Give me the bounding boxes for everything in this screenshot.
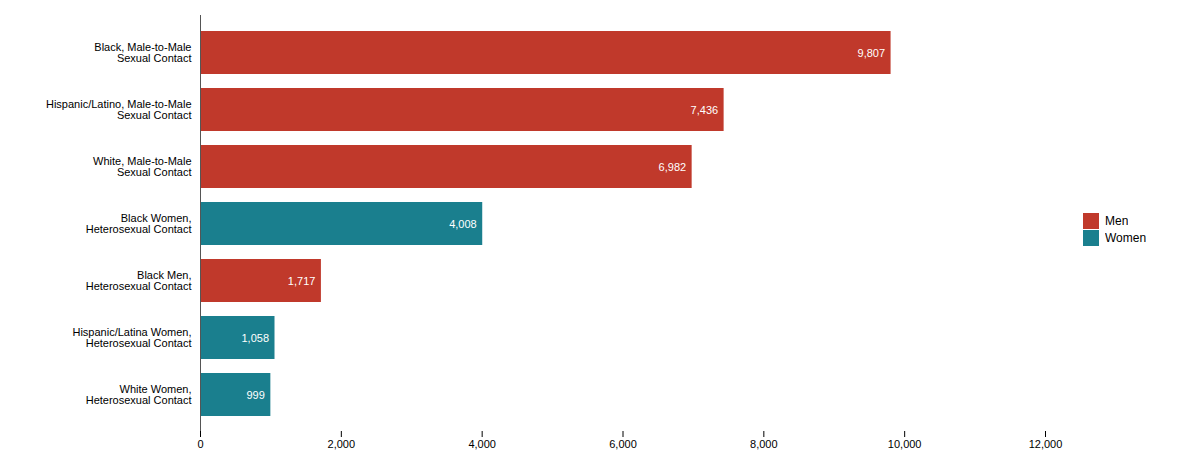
svg-text:2,000: 2,000	[328, 438, 356, 450]
svg-text:7,436: 7,436	[691, 104, 719, 116]
svg-text:Hispanic/Latino, Male-to-MaleS: Hispanic/Latino, Male-to-MaleSexual Cont…	[46, 98, 192, 121]
svg-text:1,717: 1,717	[288, 275, 316, 287]
svg-text:12,000: 12,000	[1029, 438, 1063, 450]
svg-text:Black, Male-to-MaleSexual Cont: Black, Male-to-MaleSexual Contact	[94, 41, 191, 64]
svg-text:9,807: 9,807	[858, 47, 886, 59]
svg-text:4,000: 4,000	[468, 438, 496, 450]
svg-text:Hispanic/Latina Women,Heterose: Hispanic/Latina Women,Heterosexual Conta…	[72, 326, 191, 349]
svg-text:0: 0	[197, 438, 203, 450]
svg-text:8,000: 8,000	[750, 438, 778, 450]
html-text:Men: Men	[1105, 214, 1129, 228]
html-text:Women: Women	[1105, 231, 1147, 245]
svg-text:Black Women,Heterosexual Conta: Black Women,Heterosexual Contact	[86, 212, 192, 235]
svg-text:6,982: 6,982	[659, 161, 687, 173]
svg-text:White, Male-to-MaleSexual Cont: White, Male-to-MaleSexual Contact	[93, 155, 191, 178]
svg-text:999: 999	[246, 389, 264, 401]
svg-text:Black Men,Heterosexual Contact: Black Men,Heterosexual Contact	[86, 269, 192, 292]
svg-text:10,000: 10,000	[888, 438, 922, 450]
svg-text:4,008: 4,008	[449, 218, 477, 230]
svg-text:White Women,Heterosexual Conta: White Women,Heterosexual Contact	[86, 383, 192, 406]
svg-text:1,058: 1,058	[241, 332, 269, 344]
svg-text:6,000: 6,000	[609, 438, 637, 450]
